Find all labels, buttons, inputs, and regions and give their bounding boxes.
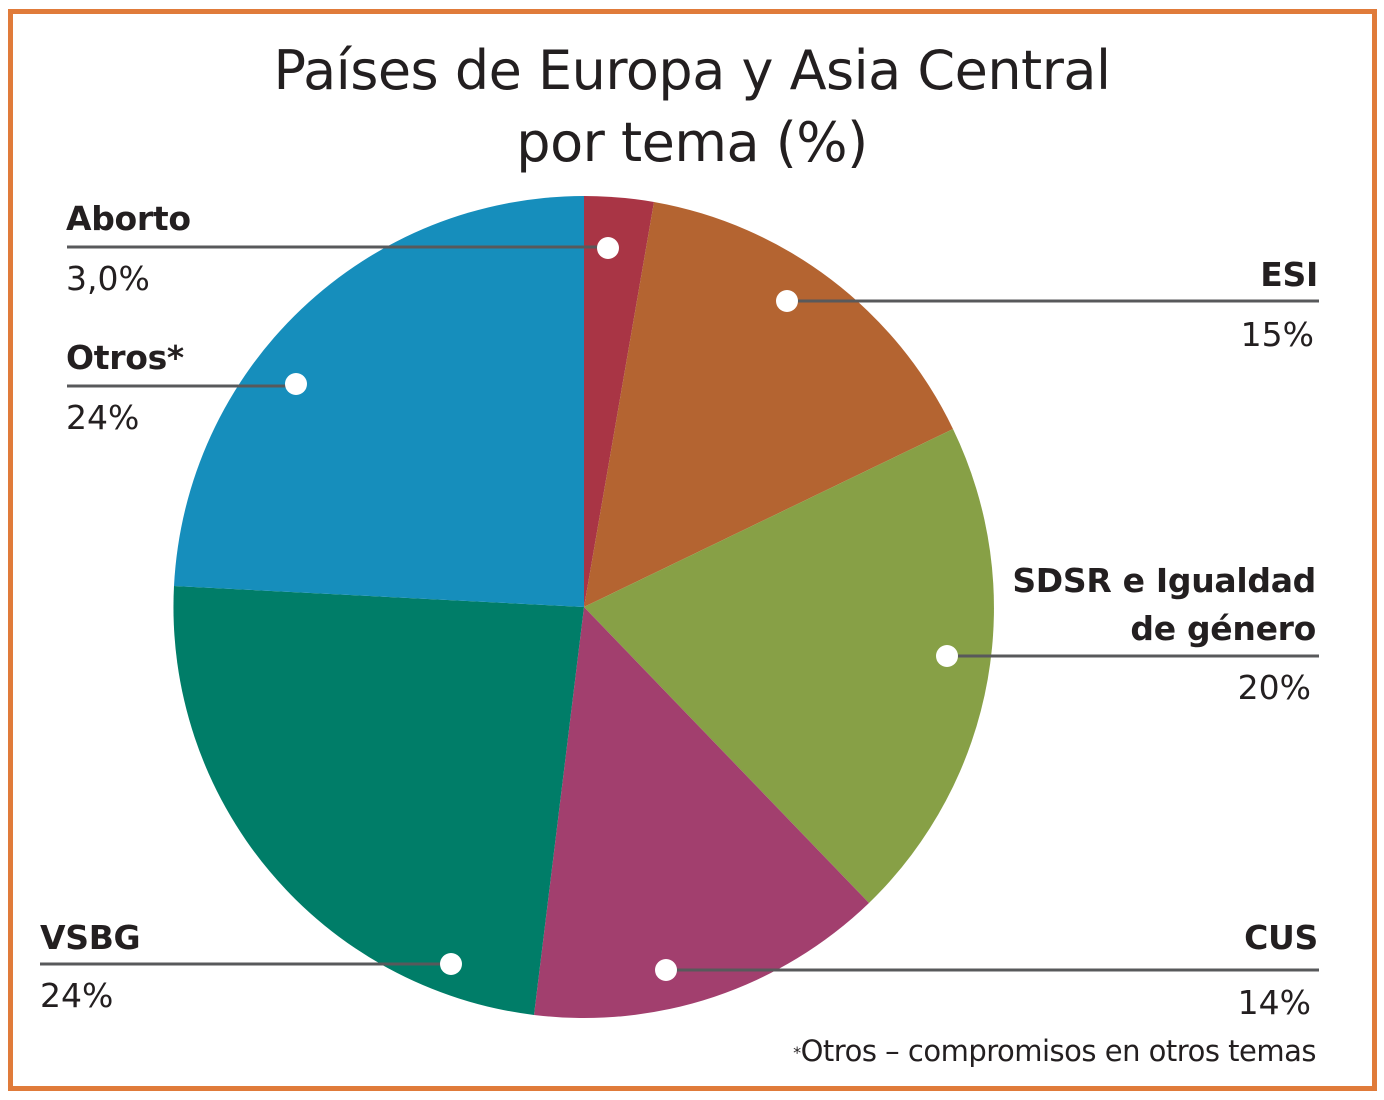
slice-vsbg [173, 586, 584, 1015]
slice-sdsr [584, 429, 994, 903]
dot-esi [776, 290, 798, 312]
slice-cus [534, 607, 869, 1019]
label-aborto-name: Aborto [66, 199, 191, 238]
label-aborto-value: 3,0% [66, 259, 150, 298]
label-otros-name: Otros* [66, 338, 184, 377]
label-esi-value: 15% [1240, 315, 1314, 354]
label-otros-value: 24% [66, 398, 140, 437]
footnote: *Otros – compromisos en otros temas [793, 1033, 1316, 1069]
label-vsbg-value: 24% [40, 976, 114, 1015]
slice-esi [584, 202, 953, 607]
label-sdsr-name-line1: SDSR e Igualdad [1012, 561, 1316, 600]
leader-lines [40, 245, 1319, 972]
dot-otros [285, 373, 307, 395]
footnote-text: Otros – compromisos en otros temas [800, 1034, 1317, 1068]
chart-title-line1: Países de Europa y Asia Central [273, 39, 1111, 102]
chart-title-line2: por tema (%) [516, 111, 868, 174]
dot-sdsr [936, 645, 958, 667]
slice-aborto [584, 196, 654, 607]
label-esi-name: ESI [1260, 255, 1318, 294]
marker-dots [285, 237, 958, 981]
dot-aborto [597, 237, 619, 259]
label-sdsr-value: 20% [1237, 668, 1311, 707]
label-cus-value: 14% [1237, 983, 1311, 1022]
slice-otros [174, 196, 584, 607]
label-cus-name: CUS [1244, 918, 1318, 957]
dot-vsbg [440, 953, 462, 975]
chart-frame [8, 9, 1377, 1091]
dot-cus [655, 959, 677, 981]
label-sdsr-name-line2: de género [1130, 609, 1316, 648]
label-vsbg-name: VSBG [40, 918, 141, 957]
footnote-mark: * [793, 1043, 801, 1062]
